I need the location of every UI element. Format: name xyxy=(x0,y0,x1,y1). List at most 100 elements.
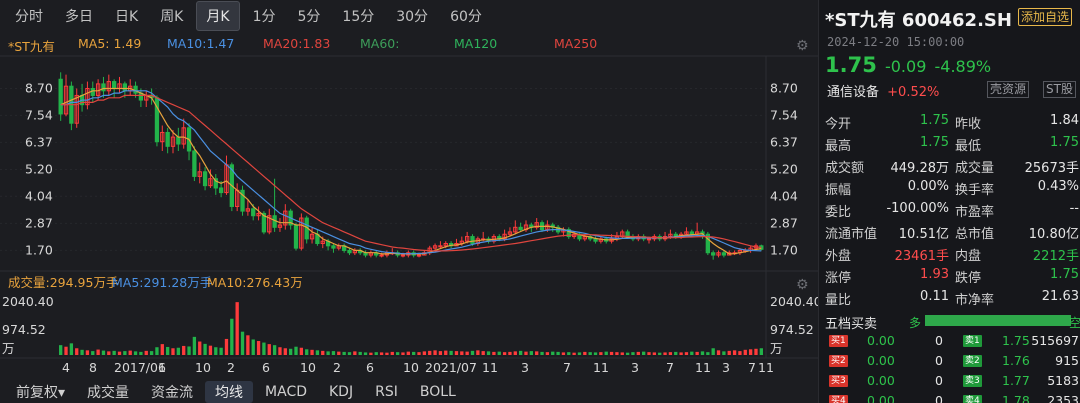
indicator-tab[interactable]: 资金流 xyxy=(151,384,194,401)
indicator-tab[interactable]: 成交量 xyxy=(87,384,130,401)
volume-bar xyxy=(631,352,635,355)
volume-bar xyxy=(476,350,480,355)
ask-volume: 915 xyxy=(1055,353,1079,368)
period-tab[interactable]: 15分 xyxy=(342,9,375,25)
volume-bar xyxy=(91,351,95,355)
volume-bar xyxy=(668,352,673,355)
volume-bar xyxy=(176,347,180,355)
volume-bar xyxy=(647,352,651,355)
ask-level-tag: 卖4 xyxy=(963,395,982,403)
bid-volume: 0 xyxy=(935,333,943,348)
period-tab[interactable]: 月K xyxy=(196,1,240,31)
volume-bar xyxy=(251,339,255,355)
volume-bar xyxy=(535,351,539,355)
volume-bar xyxy=(449,350,453,355)
bull-label: 多 xyxy=(909,316,922,330)
legend-ma20[interactable]: MA20:1.83 xyxy=(263,36,331,51)
price-tick-right: 1.70 xyxy=(770,242,798,257)
concept-tag-st[interactable]: ST股 xyxy=(1043,81,1076,98)
indicator-tab[interactable]: KDJ xyxy=(329,383,354,400)
volume-bar xyxy=(604,351,608,355)
quote-value: 23461手 xyxy=(894,249,949,264)
period-tab[interactable]: 周K xyxy=(160,9,184,25)
industry-name[interactable]: 通信设备 xyxy=(827,85,880,100)
volume-bar xyxy=(711,348,715,355)
period-tab[interactable]: 日K xyxy=(115,9,139,25)
volume-bar xyxy=(545,352,550,355)
period-tab[interactable]: 30分 xyxy=(396,9,429,25)
order-book-row: 买1 0.00 0 卖1 1.75 515697 xyxy=(819,331,1080,351)
volume-bar xyxy=(133,351,138,355)
period-tab[interactable]: 分时 xyxy=(15,9,43,25)
x-tick: 11 xyxy=(482,360,498,375)
indicator-tabs: 前复权▾ 成交量 资金流 均线 MACD KDJ RSI BOLL xyxy=(0,380,818,403)
legend-ma5[interactable]: MA5: 1.49 xyxy=(78,36,142,51)
indicator-tab[interactable]: 均线 xyxy=(205,380,254,403)
quote-grid: 今开 1.75 昨收 1.84 最高 1.75 最低 1.75 成交额 449.28万 成交量 256… xyxy=(825,110,1080,308)
price-axis: 8.70 8.70 7.54 7.54 6.37 6.37 5.20 5.20 4.04 4.04… xyxy=(25,81,798,258)
x-tick: 6 xyxy=(262,360,270,375)
volume-settings-gear-icon[interactable]: ⚙ xyxy=(796,277,809,293)
volume-bar xyxy=(754,348,758,355)
volume-bar xyxy=(727,350,731,355)
candle-body xyxy=(58,78,63,115)
quote-label: 成交额 xyxy=(825,161,865,176)
indicator-tab[interactable]: RSI xyxy=(375,383,398,400)
quote-value: 10.80亿 xyxy=(1028,227,1079,242)
period-tab[interactable]: 1分 xyxy=(252,9,276,25)
quote-value: 1.84 xyxy=(1050,113,1079,128)
volume-tick-left: 974.52 xyxy=(2,322,46,337)
x-tick: 11 xyxy=(758,360,774,375)
ma-settings-gear-icon[interactable]: ⚙ xyxy=(796,38,809,54)
x-tick: 10 xyxy=(300,360,316,375)
volume-bar xyxy=(326,351,330,355)
volume-bar xyxy=(599,352,603,355)
candle-body xyxy=(465,236,470,242)
period-tab[interactable]: 60分 xyxy=(450,9,482,25)
candle-body xyxy=(502,233,507,240)
kline-chart[interactable]: 8.70 8.70 7.54 7.54 6.37 6.37 5.20 5.20 4.04 4.04… xyxy=(0,0,818,380)
candle-body xyxy=(299,217,304,249)
volume-bar xyxy=(331,351,336,355)
volume-bar xyxy=(80,349,84,355)
volume-bar xyxy=(390,351,394,355)
quote-panel: *ST九有 600462.SH 添加自选 2024-12-20 15:00:00… xyxy=(818,0,1080,403)
quote-row: 外盘 23461手 内盘 2212手 xyxy=(825,242,1080,264)
period-tab[interactable]: 5分 xyxy=(297,9,321,25)
legend-ma60[interactable]: MA60: xyxy=(360,36,400,51)
bid-price: 0.00 xyxy=(867,333,895,348)
volume-bar xyxy=(663,352,667,355)
price-tick-left: 4.04 xyxy=(25,188,53,203)
legend-ma120[interactable]: MA120 xyxy=(454,36,498,51)
legend-ma250[interactable]: MA250 xyxy=(554,36,598,51)
period-tab[interactable]: 多日 xyxy=(65,9,93,25)
candle-body xyxy=(251,208,256,217)
bid-volume: 0 xyxy=(935,393,943,403)
quote-label: 跌停 xyxy=(955,271,982,286)
candle-body xyxy=(711,252,716,256)
quote-value: 0.00% xyxy=(907,179,949,194)
volume-bar xyxy=(428,350,432,355)
quote-value: 0.43% xyxy=(1037,179,1079,194)
add-watchlist-button[interactable]: 添加自选 xyxy=(1018,8,1073,26)
quote-value: 1.93 xyxy=(920,267,949,282)
quote-label: 市盈率 xyxy=(955,205,995,220)
indicator-tab[interactable]: MACD xyxy=(265,383,307,400)
volume-bar xyxy=(107,351,111,355)
ma-legend: *ST九有 MA5: 1.49 MA10:1.47 MA20:1.83 MA60… xyxy=(8,36,788,54)
quote-value: 449.28万 xyxy=(890,161,950,176)
adjust-mode-dropdown[interactable]: 前复权▾ xyxy=(16,384,66,401)
concept-tag-shell[interactable]: 壳资源 xyxy=(987,81,1030,98)
volume-bar xyxy=(620,352,624,355)
candle-body xyxy=(689,231,694,235)
volume-bar xyxy=(123,351,127,355)
volume-bar xyxy=(214,347,218,355)
legend-ma10[interactable]: MA10:1.47 xyxy=(167,36,235,51)
volume-bar xyxy=(706,352,710,355)
volume-bar xyxy=(679,352,683,355)
indicator-tab[interactable]: BOLL xyxy=(419,383,456,400)
volume-bar xyxy=(305,349,309,355)
candle-body xyxy=(684,231,689,235)
candle-body xyxy=(534,222,539,228)
